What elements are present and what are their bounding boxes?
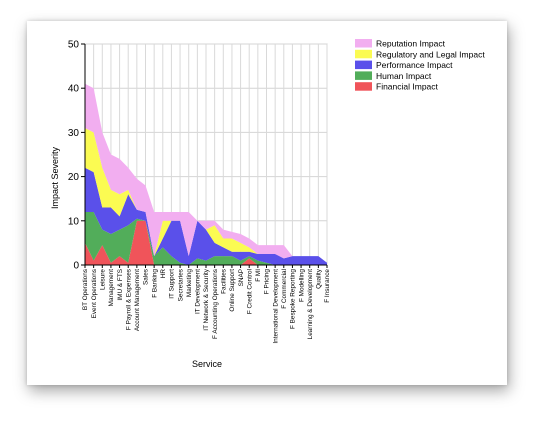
x-tick-label: Management [108,269,115,307]
x-tick-label: Secretaries [177,269,184,301]
y-axis-title: Impact Severity [50,146,60,209]
legend-label-financial-impact: Financial Impact [376,82,439,92]
x-tick-label: F Credit Control [246,269,253,314]
x-tick-label: International Development [272,269,279,344]
series-areas [85,83,327,265]
x-tick-label: F Banking [151,269,158,298]
x-tick-label: F Accounting Operations [212,269,219,339]
legend-label-reputation-impact: Reputation Impact [376,39,446,49]
y-tick-label: 10 [68,216,80,227]
x-tick-label: Sales [143,269,150,285]
legend-label-human-impact: Human Impact [376,71,432,81]
y-tick-label: 50 [68,40,80,51]
legend-swatch-performance-impact [355,60,372,70]
legend-swatch-regulatory-and-legal-impact [355,49,372,59]
legend-label-performance-impact: Performance Impact [376,60,453,70]
x-tick-label: F Bespoke Reporting [290,269,297,329]
area-performance-impact [85,167,327,265]
y-tick-label: 30 [68,128,80,139]
x-tick-label: F Pricing [264,269,271,295]
stacked-area-chart: 0 10 20 30 40 50 BT Operations Event Operation… [50,39,485,370]
x-tick-label: BT Operations [82,269,89,310]
x-tick-label: SNAP [238,269,245,286]
x-tick-label: F Commercial [281,269,288,309]
legend-label-regulatory-and-legal-impact: Regulatory and Legal Impact [376,49,485,59]
x-tick-label: F Payroll & Expenses [125,269,132,330]
y-tick-label: 20 [68,172,80,183]
x-tick-label: IT Support [169,269,176,299]
x-tick-label: IMU & FTS [117,269,124,301]
legend-swatch-human-impact [355,71,372,80]
area-reputation-impact [85,83,327,263]
y-tick-label: 0 [73,261,79,272]
x-tick-label: Learning & Development [307,269,314,340]
x-tick-label: F Insurance [324,269,331,303]
x-tick-label: IT Development [195,269,202,314]
y-tick-labels: 0 10 20 30 40 50 [68,40,85,272]
y-tick-label: 40 [68,84,80,95]
legend-swatch-financial-impact [355,82,372,91]
x-tick-label: Facilities [220,269,227,294]
x-tick-label: Online Support [229,269,236,312]
x-tick-label: Account Management [134,269,141,331]
legend-swatch-reputation-impact [355,39,372,48]
x-tick-label: Quality [316,268,323,289]
area-financial-impact [85,220,327,265]
x-tick-label: Event Operations [91,269,98,318]
x-tick-label: F Modelling [298,269,305,302]
x-tick-label: IT Network & Security [203,268,210,330]
x-tick-label: Leisure [99,269,106,290]
x-tick-label: F MI [255,269,262,282]
x-tick-labels: BT Operations Event Operations Leisure Mana… [82,265,331,344]
x-axis-title: Service [192,359,222,369]
x-tick-label: Marketing [186,269,193,298]
x-tick-label: HR [160,269,167,279]
chart-card: 0 10 20 30 40 50 BT Operations Event Operation… [27,21,507,385]
